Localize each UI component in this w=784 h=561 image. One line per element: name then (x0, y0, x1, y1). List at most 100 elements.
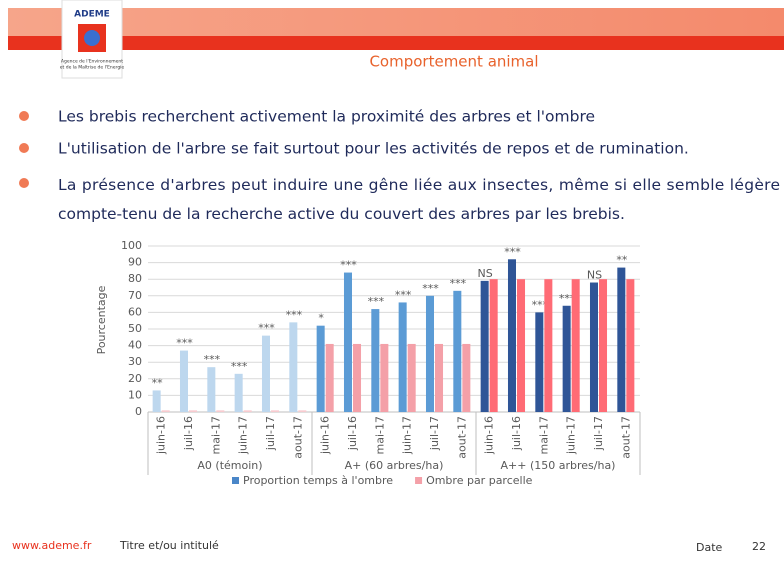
significance-label: *** (340, 259, 357, 272)
significance-label: * (318, 312, 324, 325)
significance-label: NS (587, 269, 602, 282)
bar (599, 279, 608, 412)
bar (462, 343, 471, 412)
x-tick-label: juil-17 (264, 416, 277, 451)
bar (207, 367, 216, 412)
bar (398, 302, 407, 412)
bullet-icon (19, 111, 29, 121)
bar (179, 350, 188, 412)
significance-label: *** (258, 322, 275, 335)
x-tick-label: juin-16 (483, 416, 496, 455)
legend-swatch (415, 477, 423, 484)
logo-name: ADEME (74, 10, 110, 20)
bar (161, 410, 170, 412)
bar (243, 410, 252, 412)
y-tick-label: 0 (135, 405, 142, 418)
bar (380, 343, 389, 412)
significance-label: *** (532, 298, 549, 311)
bar (435, 343, 444, 412)
bar (517, 279, 526, 412)
bar (453, 290, 462, 412)
legend-label: Ombre par parcelle (426, 474, 533, 487)
group-label: A0 (témoin) (197, 459, 262, 472)
bar (407, 343, 416, 412)
y-tick-label: 30 (128, 355, 142, 368)
y-tick-label: 90 (128, 256, 142, 269)
bar (316, 325, 325, 412)
y-tick-label: 80 (128, 272, 142, 285)
significance-label: *** (395, 288, 412, 301)
legend-label: Proportion temps à l'ombre (243, 474, 393, 487)
bar (480, 280, 489, 412)
y-axis-label: Pourcentage (95, 285, 108, 354)
significance-label: NS (478, 267, 493, 280)
bar (617, 267, 626, 412)
x-tick-label: juil-17 (428, 416, 441, 451)
x-tick-label: juin-16 (155, 416, 168, 455)
significance-label: *** (504, 245, 521, 258)
header-red-band (8, 36, 784, 50)
footer-page: 22 (752, 540, 766, 553)
bar (489, 279, 498, 412)
significance-label: ** (616, 254, 628, 267)
bar (234, 373, 243, 412)
bar (626, 279, 635, 412)
header-band (8, 8, 784, 36)
bullet-icon (19, 178, 29, 188)
logo-tagline: Agence de l'Environnement (61, 59, 123, 65)
bar (261, 335, 270, 412)
significance-label: *** (204, 353, 221, 366)
logo-tagline: et de la Maîtrise de l'Energie (60, 64, 125, 71)
significance-label: *** (286, 308, 303, 321)
bar (425, 295, 434, 412)
bar (353, 343, 362, 412)
y-tick-label: 100 (121, 239, 142, 252)
x-tick-label: juil-16 (182, 416, 195, 451)
bar (571, 279, 580, 412)
slide-title: Comportement animal (369, 53, 538, 71)
significance-label: *** (450, 277, 467, 290)
x-tick-label: aout-17 (619, 416, 632, 459)
significance-label: *** (231, 360, 248, 373)
x-tick-label: juil-16 (510, 416, 523, 451)
logo-globe (84, 30, 100, 46)
bullet: La présence d'arbres peut induire une gê… (58, 176, 780, 223)
x-tick-label: mai-17 (537, 416, 550, 454)
group-label: A+ (60 arbres/ha) (345, 459, 444, 472)
bar (589, 282, 598, 412)
bar (289, 322, 298, 412)
legend-swatch (232, 477, 239, 484)
bar (535, 312, 544, 412)
bar (371, 309, 380, 412)
y-tick-label: 10 (128, 388, 142, 401)
bar (507, 259, 516, 412)
bar (298, 410, 307, 412)
significance-label: *** (422, 282, 439, 295)
y-tick-label: 40 (128, 339, 142, 352)
significance-label: *** (559, 292, 576, 305)
x-tick-label: mai-17 (373, 416, 386, 454)
bar (325, 343, 334, 412)
bar (544, 279, 553, 412)
significance-label: *** (368, 295, 385, 308)
bar (343, 272, 352, 412)
footer-site: www.ademe.fr (12, 539, 92, 552)
x-tick-label: mai-17 (209, 416, 222, 454)
bullet: L'utilisation de l'arbre se fait surtout… (58, 140, 689, 158)
significance-label: *** (176, 337, 193, 350)
bar (562, 305, 571, 412)
group-label: A++ (150 arbres/ha) (501, 459, 616, 472)
x-tick-label: juil-17 (592, 416, 605, 451)
bar (189, 410, 198, 412)
y-tick-label: 70 (128, 289, 142, 302)
x-tick-label: juil-16 (346, 416, 359, 451)
bullet: Les brebis recherchent activement la pro… (58, 108, 595, 126)
footer-subtitle: Titre et/ou intitulé (119, 539, 219, 552)
bar (271, 410, 280, 412)
footer-date: Date (696, 541, 723, 554)
x-tick-label: aout-17 (291, 416, 304, 459)
x-tick-label: juin-17 (565, 416, 578, 455)
x-tick-label: juin-17 (401, 416, 414, 455)
